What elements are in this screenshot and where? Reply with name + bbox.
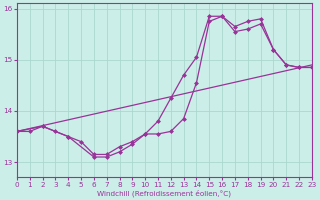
X-axis label: Windchill (Refroidissement éolien,°C): Windchill (Refroidissement éolien,°C) — [97, 189, 231, 197]
